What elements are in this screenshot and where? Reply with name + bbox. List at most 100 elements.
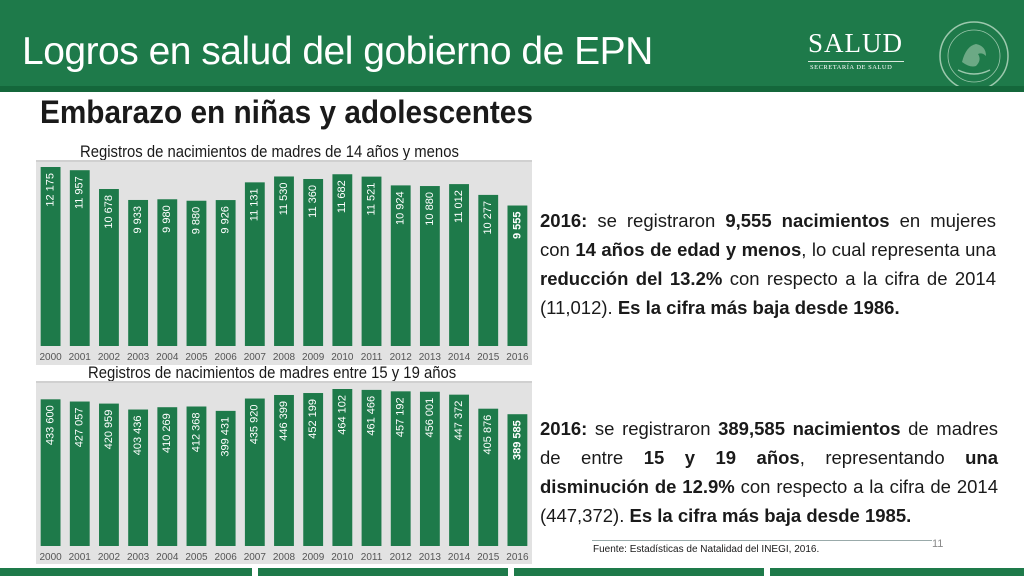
chart1-title: Registros de nacimientos de madres de 14… xyxy=(80,143,459,161)
header-bottom-stripe xyxy=(0,86,1024,92)
chart1-bar-2009 xyxy=(303,178,324,346)
desc1-text-d: con respecto a la cifra de 2014 (11,012)… xyxy=(540,268,997,318)
chart1-value-label-2016: 9 555 xyxy=(511,212,523,240)
national-seal-icon xyxy=(939,21,1009,91)
description-15-19: 2016: se registraron 389,585 nacimientos… xyxy=(540,414,998,530)
chart1-x-tick-2010: 2010 xyxy=(331,352,354,363)
chart2-x-tick-2015: 2015 xyxy=(477,552,500,563)
chart1-x-tick-2014: 2014 xyxy=(448,352,471,363)
chart1-bar-2006 xyxy=(215,200,236,346)
chart1-x-tick-2015: 2015 xyxy=(477,352,500,363)
desc1-text-a: se registraron xyxy=(587,210,726,231)
chart1-value-label-2010: 11 682 xyxy=(336,180,348,213)
chart2-bar-2009 xyxy=(303,393,324,546)
chart2-value-label-2008: 446 399 xyxy=(278,401,290,441)
page-title: Logros en salud del gobierno de EPN xyxy=(22,30,653,73)
desc1-year: 2016: xyxy=(540,210,588,231)
chart1-bar-2001 xyxy=(69,170,90,346)
chart2-x-tick-2003: 2003 xyxy=(127,552,150,563)
logo-subtext: SECRETARÍA DE SALUD xyxy=(810,64,893,71)
chart1-bar-2005 xyxy=(186,200,207,346)
chart2-value-label-2013: 456 001 xyxy=(424,398,436,438)
chart2-x-tick-2004: 2004 xyxy=(156,552,179,563)
chart1-bar-2013 xyxy=(419,186,440,346)
chart2-svg: 433 600 2000 427 057 2001 420 959 2002 403 436… xyxy=(39,389,529,563)
salud-logo: SALUD SECRETARÍA DE SALUD xyxy=(808,28,918,74)
chart2-value-label-2002: 420 959 xyxy=(103,410,115,450)
chart2-x-tick-2012: 2012 xyxy=(390,552,413,563)
chart1-x-tick-2013: 2013 xyxy=(419,352,442,363)
chart1-x-tick-2001: 2001 xyxy=(69,352,92,363)
chart2-value-label-2014: 447 372 xyxy=(453,401,465,441)
chart1-svg: 12 175 2000 11 957 2001 10 678 2002 9 933 2003 9… xyxy=(39,167,529,363)
source-note: Fuente: Estadísticas de Natalidad del IN… xyxy=(593,544,820,555)
chart1-value-label-2007: 11 131 xyxy=(249,188,261,221)
chart2-x-tick-2016: 2016 xyxy=(506,552,529,563)
chart2-x-tick-2008: 2008 xyxy=(273,552,296,563)
chart2-x-tick-2006: 2006 xyxy=(215,552,238,563)
chart1-bar-2015 xyxy=(478,194,499,346)
footer-bar-4 xyxy=(770,568,1024,576)
chart1-value-label-2009: 11 360 xyxy=(307,185,319,218)
chart1-x-tick-2011: 2011 xyxy=(361,352,383,363)
chart1-x-tick-2003: 2003 xyxy=(127,352,150,363)
desc2-text-b: de madres de entre xyxy=(540,418,998,468)
chart1-value-label-2006: 9 926 xyxy=(220,206,232,234)
chart1-value-label-2014: 11 012 xyxy=(453,190,465,223)
chart2-x-tick-2009: 2009 xyxy=(302,552,325,563)
chart1-value-label-2011: 11 521 xyxy=(365,183,377,216)
chart1-x-tick-2004: 2004 xyxy=(156,352,179,363)
desc1-age-group: 14 años de edad y menos xyxy=(575,239,802,260)
chart1-x-tick-2007: 2007 xyxy=(244,352,267,363)
footer-bar-3 xyxy=(514,568,764,576)
chart2-value-label-2001: 427 057 xyxy=(74,408,86,448)
desc1-text-c: , lo cual representa una xyxy=(801,239,996,260)
description-under-15: 2016: se registraron 9,555 nacimientos e… xyxy=(540,206,996,322)
chart2-bar-2012 xyxy=(390,391,411,546)
footer-bar-2 xyxy=(258,568,508,576)
chart2-x-tick-2011: 2011 xyxy=(361,552,383,563)
chart2-bar-2007 xyxy=(244,398,265,546)
desc2-age-group: 15 y 19 años xyxy=(643,447,800,468)
chart-births-15-19: 433 600 2000 427 057 2001 420 959 2002 403 436… xyxy=(36,381,532,564)
chart1-value-label-2012: 10 924 xyxy=(395,191,407,225)
chart2-value-label-2012: 457 192 xyxy=(395,397,407,437)
desc2-births: 389,585 nacimientos xyxy=(718,418,901,439)
chart2-value-label-2006: 399 431 xyxy=(220,417,232,457)
chart1-x-tick-2009: 2009 xyxy=(302,352,325,363)
chart2-value-label-2000: 433 600 xyxy=(44,405,56,445)
section-subtitle: Embarazo en niñas y adolescentes xyxy=(40,94,533,130)
chart2-bar-2008 xyxy=(274,394,294,546)
chart2-bar-2001 xyxy=(69,401,90,546)
desc2-reduction: una disminución de 12.9% xyxy=(540,447,998,497)
desc2-conclusion: Es la cifra más baja desde 1985. xyxy=(629,505,912,526)
chart1-bar-2011 xyxy=(361,176,382,346)
chart2-bar-2000 xyxy=(40,399,61,546)
chart1-bar-2000 xyxy=(40,167,61,346)
chart1-x-tick-2002: 2002 xyxy=(98,352,121,363)
chart1-value-label-2001: 11 957 xyxy=(74,176,86,209)
chart1-bar-2007 xyxy=(244,182,265,346)
chart2-bar-2014 xyxy=(449,394,469,546)
chart2-value-label-2004: 410 269 xyxy=(161,413,173,453)
chart2-bar-2003 xyxy=(128,409,149,546)
chart1-bar-2002 xyxy=(99,189,119,346)
chart2-bar-2005 xyxy=(186,406,207,546)
desc1-births: 9,555 nacimientos xyxy=(725,210,890,231)
chart1-bar-2012 xyxy=(390,185,411,346)
chart1-bar-2004 xyxy=(157,199,178,346)
chart2-x-tick-2002: 2002 xyxy=(98,552,121,563)
chart1-value-label-2013: 10 880 xyxy=(424,192,436,226)
chart2-bar-2016 xyxy=(507,414,528,546)
chart2-bar-2015 xyxy=(478,408,499,546)
chart1-value-label-2004: 9 980 xyxy=(161,205,173,233)
chart2-bar-2006 xyxy=(215,410,236,546)
chart2-value-label-2016: 389 585 xyxy=(511,420,523,460)
desc2-text-a: se registraron xyxy=(587,418,719,439)
chart1-bar-2016 xyxy=(507,205,528,346)
chart2-value-label-2003: 403 436 xyxy=(132,416,144,456)
desc2-text-c: , representando xyxy=(799,447,966,468)
chart2-value-label-2015: 405 876 xyxy=(482,415,494,455)
chart2-value-label-2011: 461 466 xyxy=(365,396,377,436)
chart1-value-label-2000: 12 175 xyxy=(44,173,56,207)
